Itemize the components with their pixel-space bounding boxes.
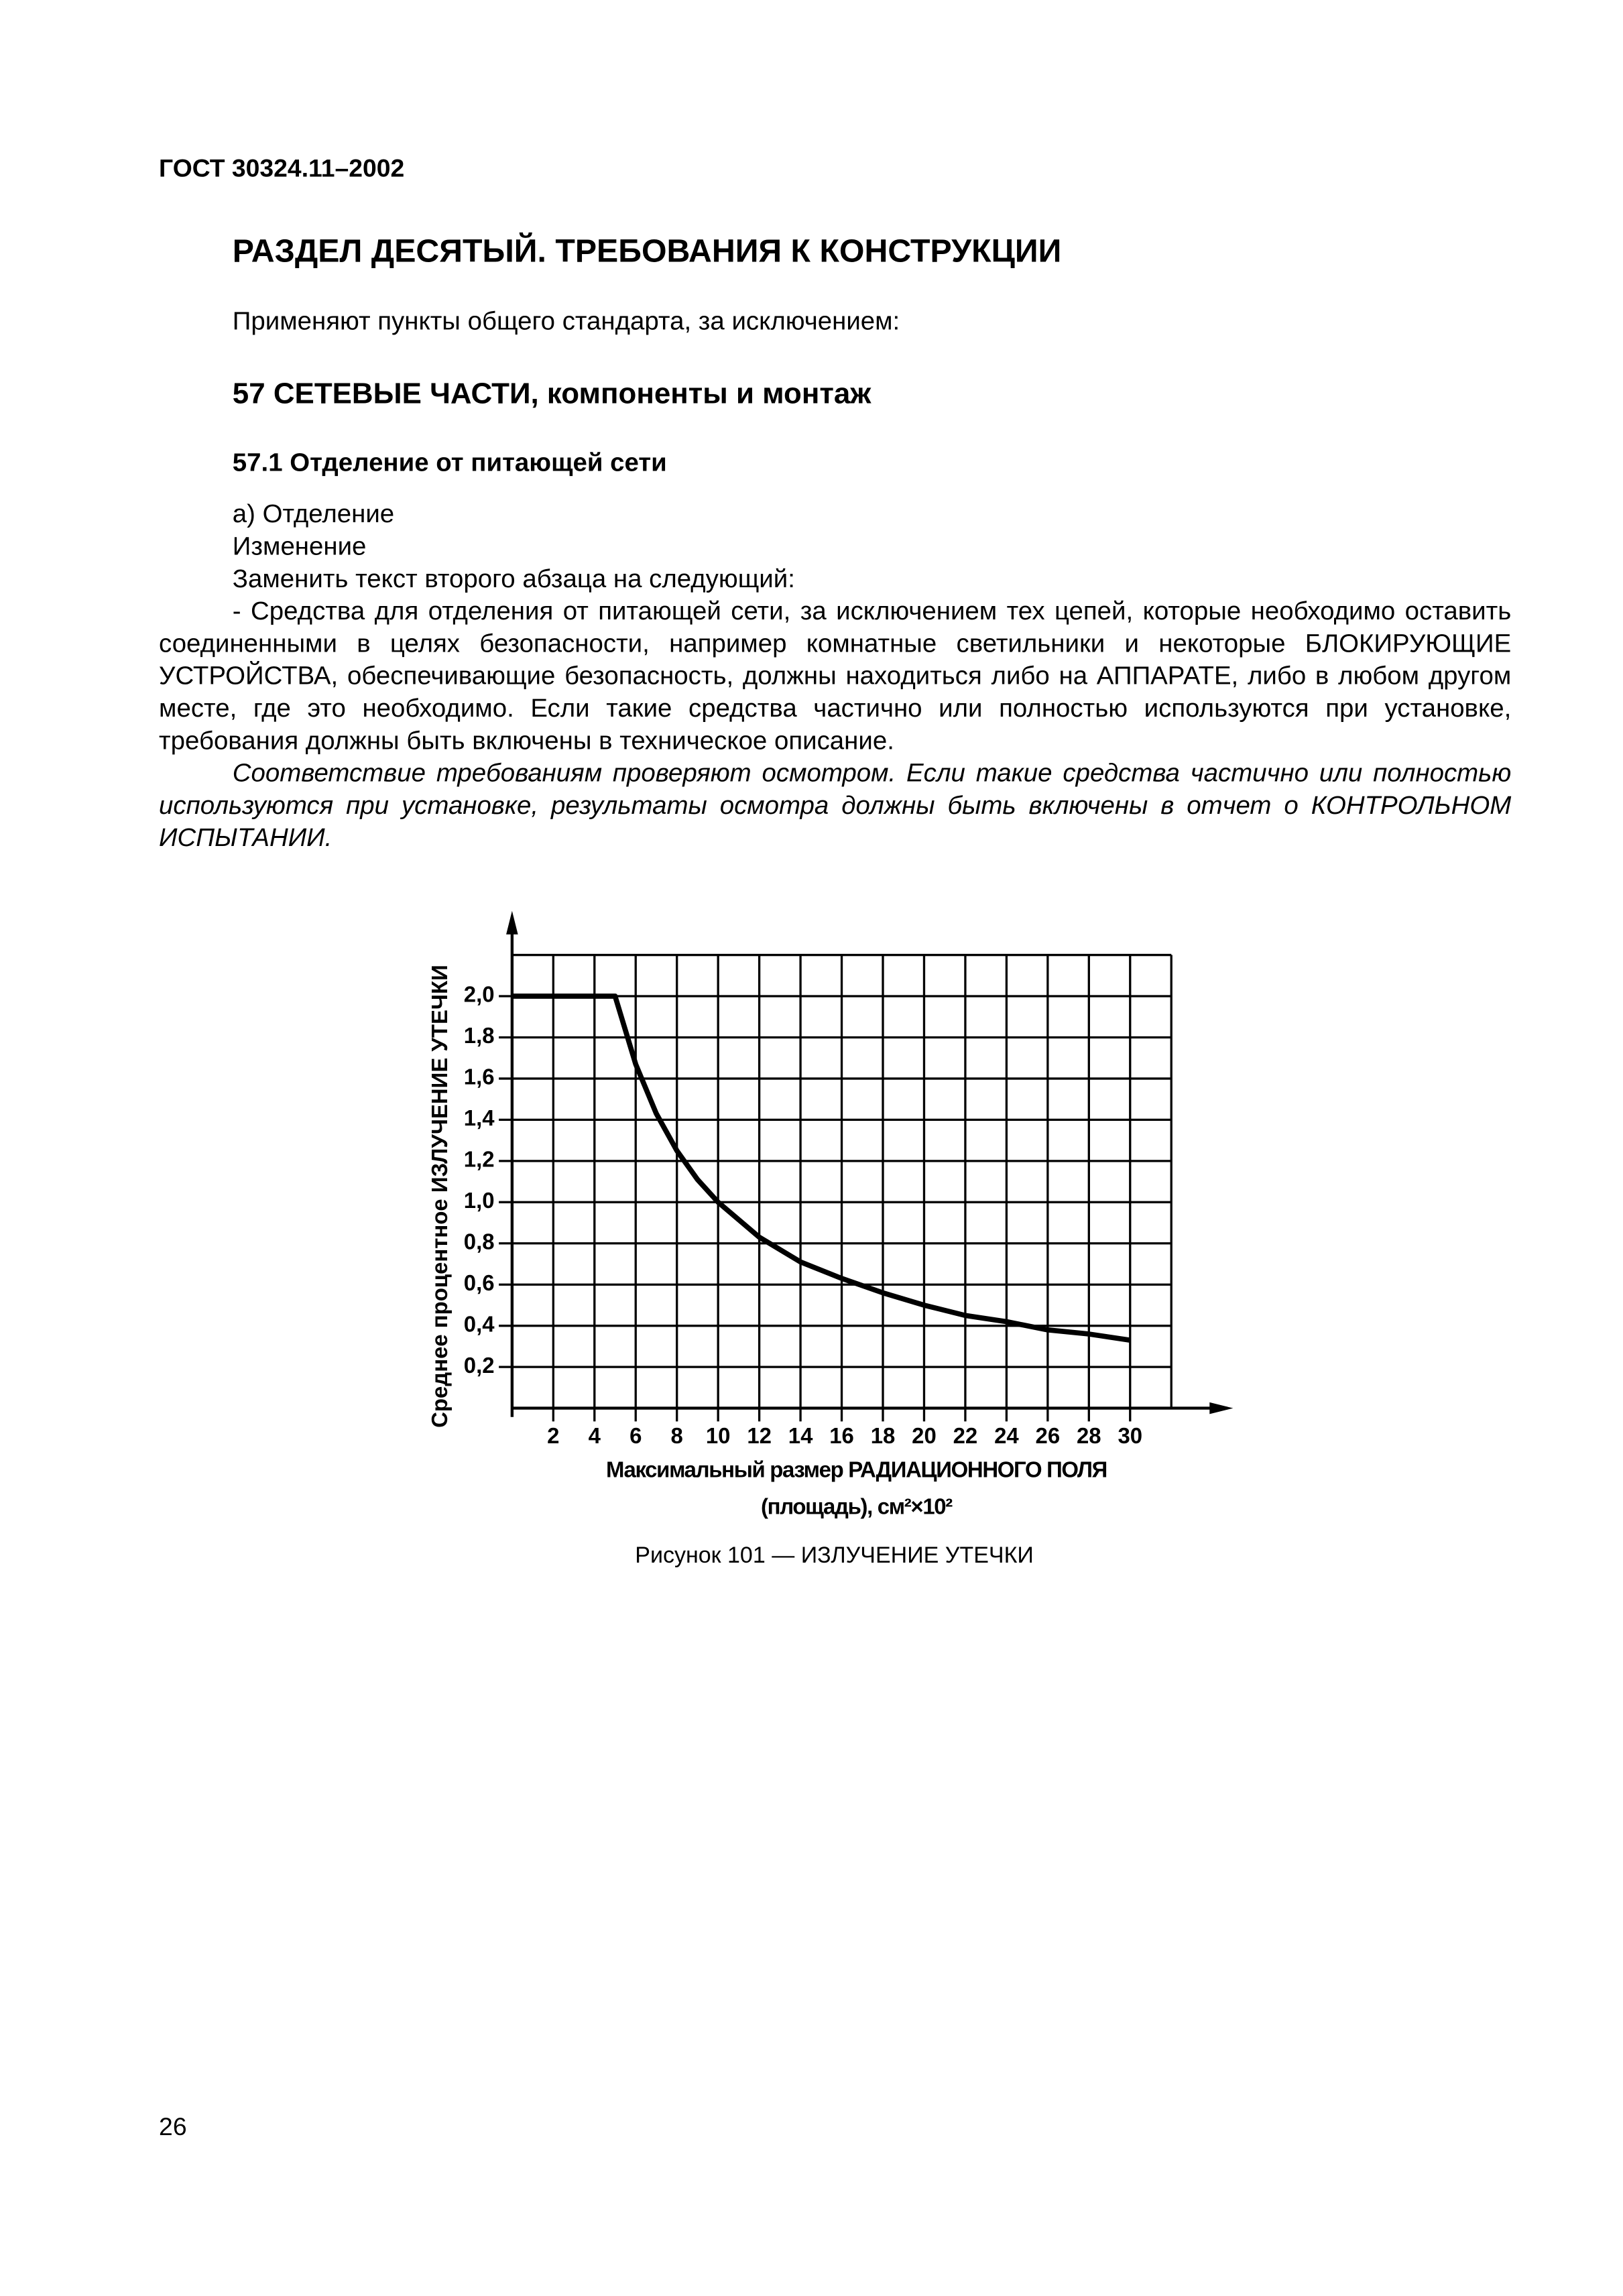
paragraph: - Средства для отделения от питающей сет… (159, 595, 1512, 756)
page-number: 26 (159, 2113, 187, 2141)
y-axis-arrow (506, 910, 518, 934)
y-axis-label: Среднее процентное ИЗЛУЧЕНИЕ УТЕЧКИ (427, 965, 452, 1428)
y-tick-label: 0,8 (464, 1229, 495, 1254)
y-tick-label: 0,6 (464, 1270, 495, 1295)
text-line: а) Отделение (232, 499, 395, 529)
x-axis-label: (площадь), см²×10² (761, 1494, 953, 1519)
x-tick-label: 14 (788, 1423, 813, 1448)
subclause-heading: 57.1 Отделение от питающей сети (232, 447, 667, 477)
y-tick-label: 1,0 (464, 1188, 495, 1213)
x-tick-label: 28 (1077, 1423, 1101, 1448)
compliance-paragraph: Соответствие требованиям проверяют осмот… (159, 758, 1512, 852)
x-tick-label: 18 (871, 1423, 896, 1448)
text-line: Изменение (232, 531, 367, 561)
text-line: Заменить текст второго абзаца на следующ… (232, 563, 795, 593)
x-axis-label: Максимальный размер РАДИАЦИОННОГО ПОЛЯ (606, 1457, 1107, 1482)
x-tick-label: 10 (706, 1423, 731, 1448)
x-tick-label: 16 (829, 1423, 854, 1448)
x-tick-label: 8 (671, 1423, 683, 1448)
x-tick-label: 12 (747, 1423, 772, 1448)
intro: Применяют пункты общего стандарта, за ис… (232, 306, 900, 336)
section-title: РАЗДЕЛ ДЕСЯТЫЙ. ТРЕБОВАНИЯ К КОНСТРУКЦИИ (232, 232, 1062, 269)
header: ГОСТ 30324.11–2002 (159, 154, 405, 183)
x-axis-arrow (1209, 1402, 1234, 1414)
x-tick-label: 24 (994, 1423, 1019, 1448)
y-tick-label: 0,4 (464, 1311, 495, 1336)
clause-heading: 57 СЕТЕВЫЕ ЧАСТИ, компоненты и монтаж (232, 378, 871, 411)
data-line (512, 993, 1131, 1343)
y-tick-label: 1,4 (464, 1105, 495, 1130)
y-tick-label: 0,2 (464, 1353, 495, 1378)
y-tick-label: 1,8 (464, 1023, 495, 1048)
x-tick-label: 22 (953, 1423, 978, 1448)
y-tick-label: 1,2 (464, 1147, 495, 1172)
x-tick-label: 6 (629, 1423, 642, 1448)
x-tick-label: 4 (589, 1423, 601, 1448)
x-tick-label: 30 (1118, 1423, 1142, 1448)
y-tick-label: 2,0 (464, 982, 495, 1007)
x-tick-label: 20 (912, 1423, 937, 1448)
figure-caption: Рисунок 101 — ИЗЛУЧЕНИЕ УТЕЧКИ (635, 1543, 1034, 1569)
x-tick-label: 2 (547, 1423, 559, 1448)
x-tick-label: 26 (1036, 1423, 1061, 1448)
y-tick-label: 1,6 (464, 1065, 495, 1089)
